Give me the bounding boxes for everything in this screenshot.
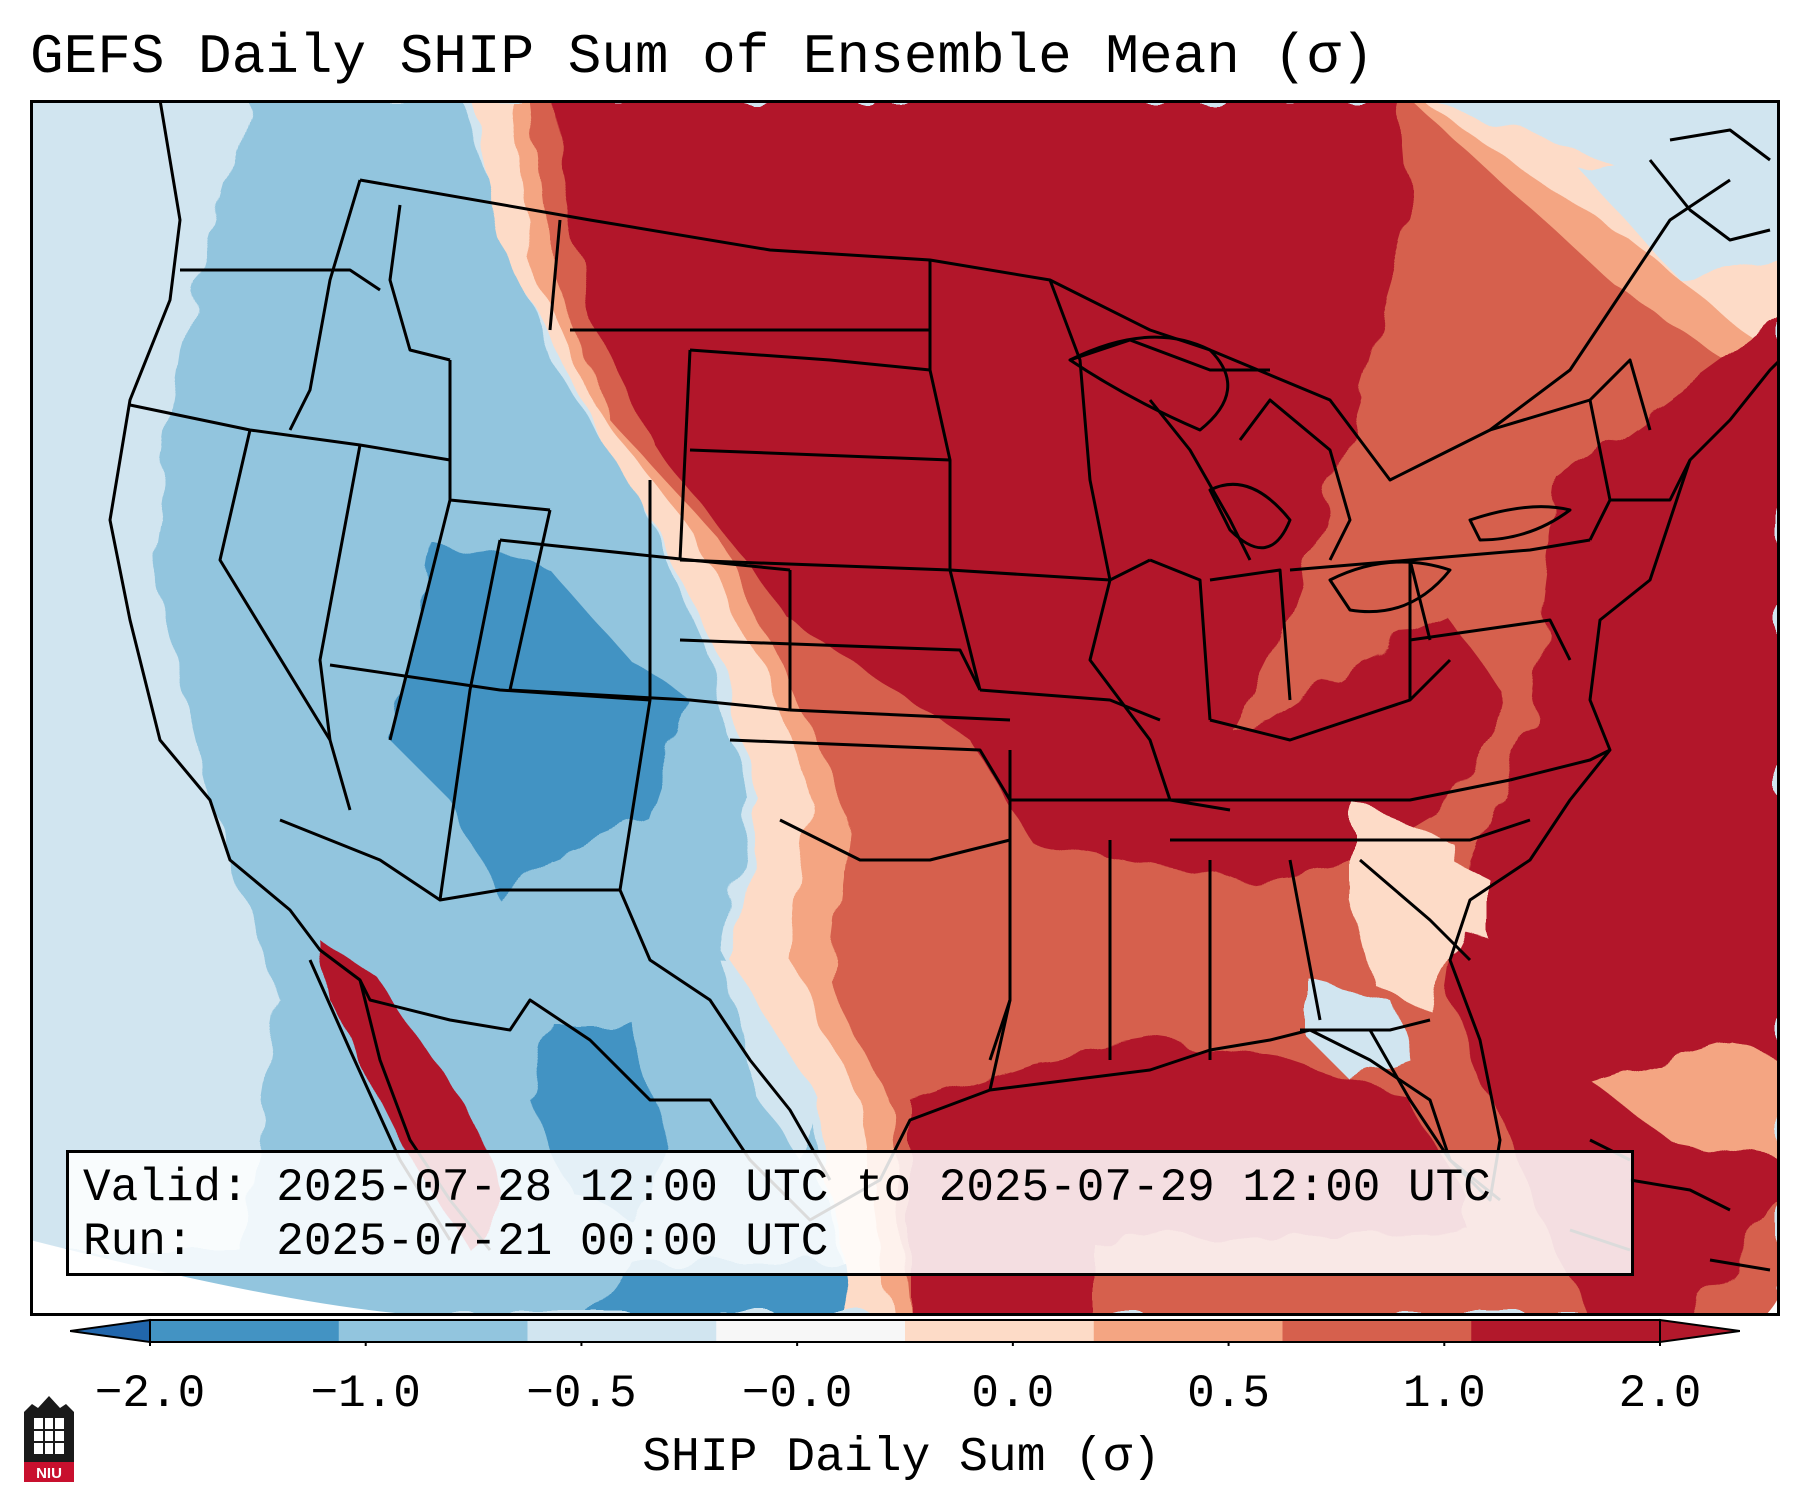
colorbar-tick-label: −2.0 xyxy=(94,1368,206,1420)
colorbar-bin xyxy=(1471,1320,1661,1342)
colorbar-bin xyxy=(338,1320,528,1342)
colorbar-bin xyxy=(150,1320,340,1342)
colorbar-bin xyxy=(1282,1320,1472,1342)
state-borders xyxy=(108,100,1780,1272)
niu-logo-text: NIU xyxy=(36,1465,62,1482)
map-frame-border xyxy=(30,100,1780,1316)
colorbar-label: SHIP Daily Sum (σ) xyxy=(642,1431,1161,1485)
niu-logo-icon: NIU xyxy=(24,1396,74,1482)
colorbar-tick-label: −1.0 xyxy=(310,1368,421,1420)
colorbar-tick-label: 0.0 xyxy=(971,1368,1055,1420)
colorbar-tick-label: −0.5 xyxy=(526,1368,637,1420)
colorbar-extend-low xyxy=(69,1318,151,1344)
chart-title: GEFS Daily SHIP Sum of Ensemble Mean (σ) xyxy=(30,25,1375,89)
colorbar-strip xyxy=(69,1318,1741,1346)
colorbar-bin xyxy=(716,1320,906,1342)
colorbar-tick-label: 2.0 xyxy=(1618,1368,1702,1420)
colorbar-bin xyxy=(527,1320,717,1342)
run-time-line: Run: 2025-07-21 00:00 UTC xyxy=(83,1216,829,1268)
colorbar-extend-high xyxy=(1659,1318,1741,1344)
colorbar-tick-label: 0.5 xyxy=(1187,1368,1270,1420)
sigma-field xyxy=(30,100,1780,1316)
niu-logo: NIU xyxy=(20,1392,78,1486)
colorbar-bin xyxy=(1093,1320,1283,1342)
colorbar-tick-label: 1.0 xyxy=(1402,1368,1486,1420)
map-panel xyxy=(30,100,1780,1316)
colorbar-bin xyxy=(905,1320,1095,1342)
colorbar-border xyxy=(149,1319,1661,1343)
valid-time-line: Valid: 2025-07-28 12:00 UTC to 2025-07-2… xyxy=(83,1162,1491,1214)
colorbar xyxy=(69,1316,1741,1386)
anomaly-map xyxy=(30,100,1780,1316)
colorbar-tick-label: −0.0 xyxy=(741,1368,853,1420)
valid-run-info-box: Valid: 2025-07-28 12:00 UTC to 2025-07-2… xyxy=(66,1150,1634,1276)
